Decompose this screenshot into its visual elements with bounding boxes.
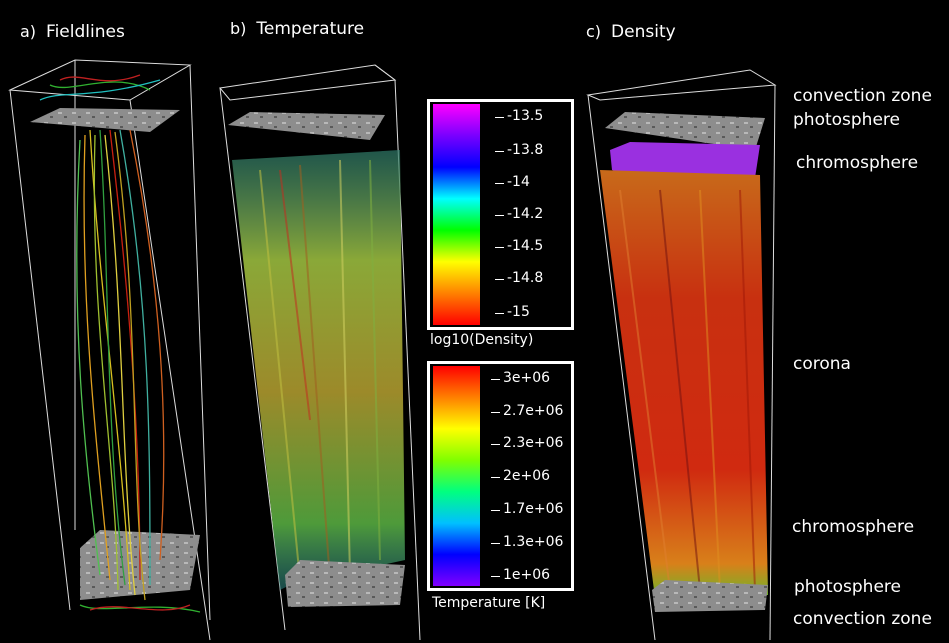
temperature-tick: 2.7e+06 bbox=[490, 403, 564, 419]
density-colorbar-title: log10(Density) bbox=[430, 332, 534, 348]
label-top-convection-zone: convection zone bbox=[793, 86, 932, 106]
density-colorbar bbox=[427, 99, 574, 330]
panel-c-box bbox=[586, 69, 777, 641]
panel-a-letter: a) bbox=[20, 22, 37, 41]
label-top-chromosphere: chromosphere bbox=[796, 153, 919, 173]
label-corona: corona bbox=[793, 354, 851, 374]
panel-b-name: Temperature bbox=[256, 19, 365, 39]
density-tick: -13.5 bbox=[494, 108, 544, 124]
density-tick: -14 bbox=[495, 174, 530, 190]
temperature-volume bbox=[232, 150, 405, 590]
temperature-tick: 2e+06 bbox=[490, 468, 551, 484]
panel-c-title: c) Density bbox=[586, 22, 676, 42]
panel-c-top-magnetogram bbox=[605, 112, 765, 150]
temperature-colorbar bbox=[427, 361, 574, 591]
temperature-tick: 1.3e+06 bbox=[490, 534, 564, 550]
density-tick: -14.8 bbox=[494, 270, 544, 286]
density-streaks bbox=[619, 189, 756, 591]
panel-b-bottom-magnetogram bbox=[285, 560, 405, 607]
panel-a-name: Fieldlines bbox=[46, 22, 125, 42]
fieldlines bbox=[39, 74, 201, 613]
panel-c-letter: c) bbox=[586, 22, 602, 41]
temperature-gradient bbox=[433, 366, 480, 586]
panel-b-letter: b) bbox=[230, 19, 247, 38]
label-bottom-convection-zone: convection zone bbox=[793, 609, 932, 629]
temperature-colorbar-title: Temperature [K] bbox=[432, 595, 546, 611]
label-bottom-photosphere: photosphere bbox=[794, 577, 901, 597]
temperature-streaks bbox=[259, 159, 381, 581]
density-tick: -15 bbox=[495, 304, 530, 320]
panel-c-bottom-magnetogram bbox=[652, 580, 768, 612]
temperature-tick: 1.7e+06 bbox=[490, 501, 564, 517]
label-bottom-chromosphere: chromosphere bbox=[792, 517, 915, 537]
panel-a-box bbox=[8, 59, 211, 641]
density-tick: -14.2 bbox=[494, 206, 544, 222]
density-tick: -13.8 bbox=[494, 142, 544, 158]
density-volume bbox=[600, 170, 768, 598]
density-gradient bbox=[433, 104, 480, 325]
panel-a-title: a) Fieldlines bbox=[20, 22, 125, 42]
panel-a-top-magnetogram bbox=[30, 108, 180, 132]
temperature-tick: 2.3e+06 bbox=[490, 435, 564, 451]
temperature-tick: 1e+06 bbox=[490, 567, 551, 583]
temperature-tick: 3e+06 bbox=[490, 370, 551, 386]
panel-b-title: b) Temperature bbox=[230, 19, 364, 39]
density-tick: -14.5 bbox=[494, 238, 544, 254]
label-top-photosphere: photosphere bbox=[793, 110, 900, 130]
panel-b-top-magnetogram bbox=[228, 112, 385, 140]
panel-c-name: Density bbox=[611, 22, 676, 42]
